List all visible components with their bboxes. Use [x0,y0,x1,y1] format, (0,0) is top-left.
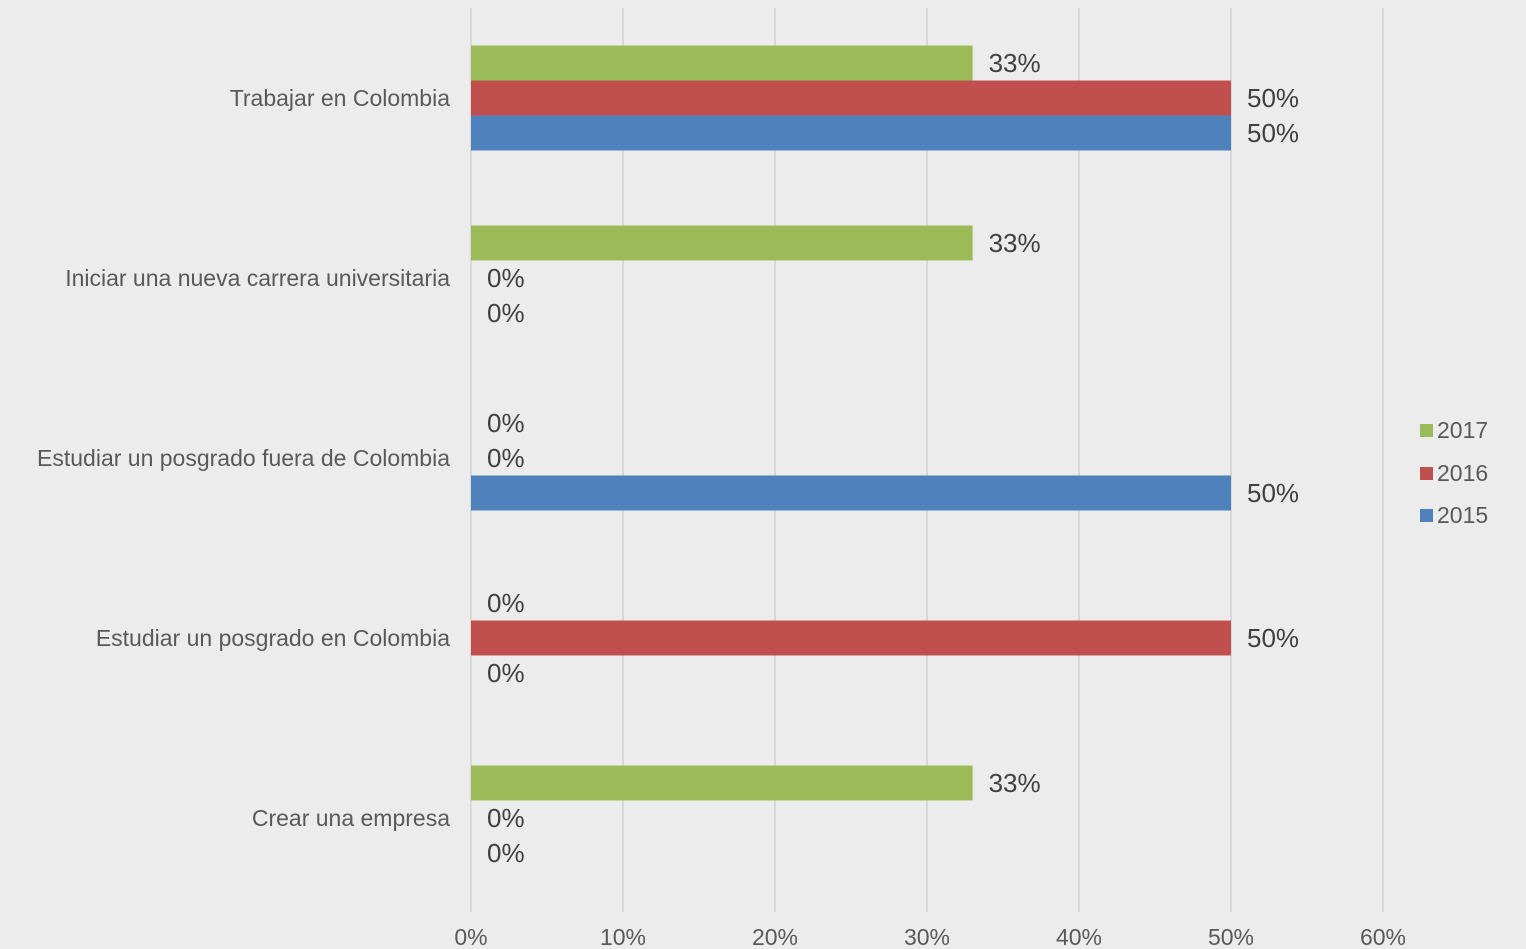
bar-2017 [471,765,973,801]
data-labels: 33% 33% 0% 0% 33% 50% 0% 0% 50% 0% 50% 0% 50% 0% 0% [487,48,1299,868]
data-label: 50% [1247,478,1299,508]
category-label: Crear una empresa [252,805,450,831]
bars [471,45,1231,801]
x-tick-label: 40% [1056,924,1102,949]
bar-2017 [471,45,973,81]
data-label: 0% [487,803,525,833]
category-labels: Trabajar en Colombia Iniciar una nueva ca… [37,85,450,831]
data-label: 50% [1247,83,1299,113]
data-label: 0% [487,838,525,868]
category-label: Estudiar un posgrado fuera de Colombia [37,445,450,471]
category-label: Trabajar en Colombia [230,85,451,111]
data-label: 0% [487,298,525,328]
data-label: 0% [487,263,525,293]
x-tick-label: 10% [600,924,646,949]
bar-2017 [471,225,973,261]
category-label: Iniciar una nueva carrera universitaria [65,265,450,291]
gridlines [470,8,1384,912]
x-tick-label: 30% [904,924,950,949]
legend-swatch-2017 [1420,424,1433,437]
bar-2015 [471,475,1231,511]
x-tick-label: 60% [1360,924,1406,949]
category-label: Estudiar un posgrado en Colombia [96,625,450,651]
x-axis-tick-labels: 0% 10% 20% 30% 40% 50% 60% [454,924,1406,949]
data-label: 33% [989,228,1041,258]
bar-2016 [471,80,1231,116]
data-label: 33% [989,48,1041,78]
x-tick-label: 20% [752,924,798,949]
x-tick-label: 0% [454,924,487,949]
legend-swatch-2016 [1420,467,1433,480]
x-tick-label: 50% [1208,924,1254,949]
legend-label: 2017 [1437,417,1488,443]
legend-swatch-2015 [1420,509,1433,522]
bar-2016 [471,620,1231,656]
data-label: 0% [487,658,525,688]
data-label: 0% [487,443,525,473]
data-label: 50% [1247,118,1299,148]
data-label: 33% [989,768,1041,798]
data-label: 0% [487,408,525,438]
data-label: 50% [1247,623,1299,653]
legend-label: 2015 [1437,502,1488,528]
legend: 2017 2016 2015 [1420,417,1488,528]
bar-2015 [471,115,1231,151]
data-label: 0% [487,588,525,618]
legend-label: 2016 [1437,460,1488,486]
